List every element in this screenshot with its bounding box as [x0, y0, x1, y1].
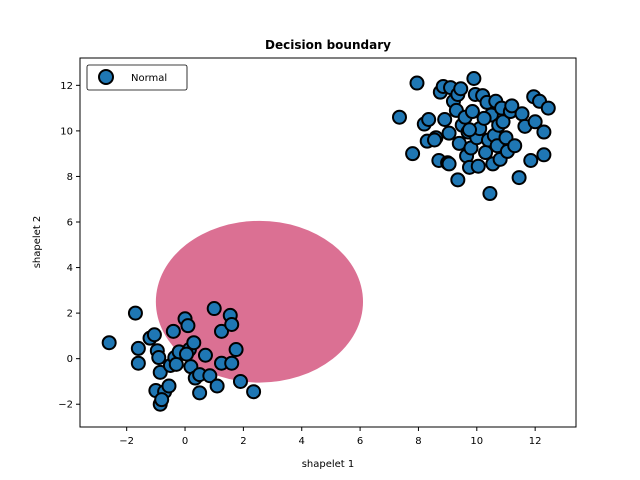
data-point	[421, 112, 437, 127]
y-tick-label: 10	[60, 126, 73, 137]
data-point	[453, 81, 469, 97]
data-point	[161, 378, 177, 394]
data-point	[391, 109, 407, 125]
data-point	[130, 340, 146, 356]
x-tick-label: 12	[529, 436, 542, 447]
data-point	[470, 158, 486, 174]
y-tick-label: 2	[67, 309, 73, 320]
x-axis-title: shapelet 1	[302, 459, 355, 470]
data-point	[214, 323, 230, 339]
data-point	[127, 305, 143, 321]
legend-frame	[86, 64, 188, 91]
data-point	[476, 110, 492, 126]
data-point	[232, 373, 248, 389]
data-point	[540, 100, 556, 116]
x-tick-label: 6	[357, 436, 363, 447]
y-tick-label: −2	[58, 400, 73, 411]
data-point	[405, 146, 421, 162]
scatter-points-layer	[101, 71, 556, 412]
data-point	[192, 385, 208, 401]
y-axis-title: shapelet 2	[32, 216, 43, 269]
data-point	[168, 356, 184, 372]
data-point	[209, 378, 225, 394]
data-point	[246, 384, 262, 400]
legend-label-normal: Normal	[131, 73, 167, 84]
data-point	[146, 327, 162, 343]
y-tick-label: 12	[60, 81, 73, 92]
data-point	[165, 323, 181, 339]
data-point	[186, 335, 202, 351]
data-point	[536, 147, 552, 163]
data-point	[450, 172, 466, 188]
decision-region	[155, 220, 364, 383]
data-point	[441, 156, 457, 172]
data-point	[197, 347, 213, 363]
x-tick-label: 2	[240, 436, 246, 447]
data-point	[495, 114, 511, 130]
legend-marker	[98, 69, 114, 85]
data-point	[466, 71, 482, 86]
data-point	[527, 114, 543, 130]
data-point	[507, 138, 523, 154]
x-axis-ticks: −2 0 2 4 6 8 10 12	[119, 427, 542, 447]
data-point	[151, 350, 167, 366]
decision-region-layer	[155, 220, 364, 383]
data-point	[154, 392, 170, 408]
y-tick-label: 8	[67, 172, 73, 183]
y-axis-ticks: −2 0 2 4 6 8 10 12	[58, 81, 80, 411]
data-point	[514, 106, 530, 122]
data-point	[441, 125, 457, 141]
data-point	[202, 368, 218, 384]
data-point	[178, 346, 194, 362]
data-point	[130, 355, 146, 371]
x-tick-label: 4	[299, 436, 305, 447]
data-point	[228, 342, 244, 358]
plot-frame	[79, 57, 577, 428]
data-point	[437, 112, 453, 127]
data-point	[426, 132, 442, 148]
data-point	[511, 170, 527, 186]
x-tick-label: 10	[470, 436, 483, 447]
y-tick-label: 6	[67, 218, 73, 229]
data-point	[180, 318, 196, 334]
data-point	[482, 186, 498, 202]
y-tick-label: 4	[67, 263, 73, 274]
data-point	[504, 98, 520, 114]
x-tick-label: 0	[182, 436, 188, 447]
data-point	[462, 122, 478, 138]
data-point	[523, 153, 539, 168]
x-tick-label: 8	[415, 436, 421, 447]
data-point	[464, 104, 480, 120]
legend: Normal	[86, 64, 188, 91]
data-point	[409, 75, 425, 91]
data-point	[101, 335, 117, 351]
y-tick-label: 0	[67, 354, 73, 365]
data-point	[536, 124, 552, 140]
data-point	[224, 355, 240, 371]
chart-title: Decision boundary	[265, 38, 391, 52]
data-point	[206, 301, 222, 317]
data-point	[224, 317, 240, 332]
data-point	[152, 364, 168, 380]
x-tick-label: −2	[119, 436, 134, 447]
